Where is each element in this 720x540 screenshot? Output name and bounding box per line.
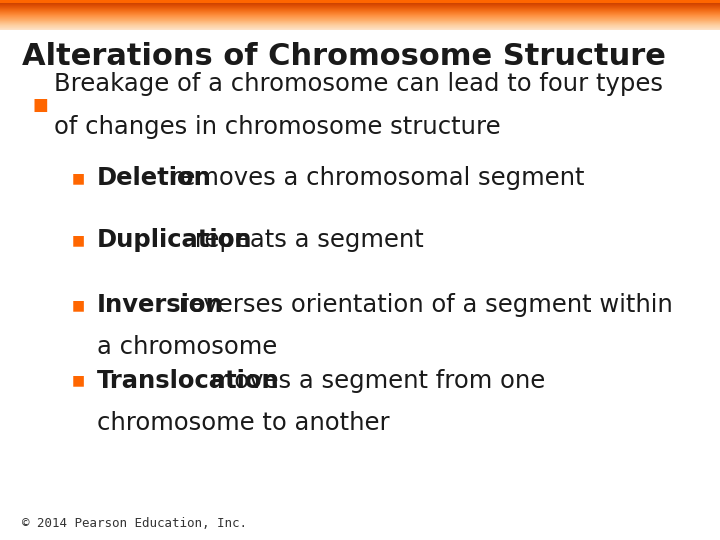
Text: ■: ■ <box>72 298 85 312</box>
Text: Inversion: Inversion <box>97 293 224 317</box>
FancyBboxPatch shape <box>0 0 720 3</box>
Text: repeats a segment: repeats a segment <box>187 228 424 252</box>
Text: of changes in chromosome structure: of changes in chromosome structure <box>54 115 500 139</box>
Text: Breakage of a chromosome can lead to four types: Breakage of a chromosome can lead to fou… <box>54 72 663 96</box>
Text: reverses orientation of a segment within: reverses orientation of a segment within <box>171 293 672 317</box>
Text: Deletion: Deletion <box>97 166 212 190</box>
Text: ■: ■ <box>72 374 85 388</box>
Text: Duplication: Duplication <box>97 228 253 252</box>
Text: ■: ■ <box>72 233 85 247</box>
Text: © 2014 Pearson Education, Inc.: © 2014 Pearson Education, Inc. <box>22 517 246 530</box>
Text: removes a chromosomal segment: removes a chromosomal segment <box>163 166 584 190</box>
Text: Alterations of Chromosome Structure: Alterations of Chromosome Structure <box>22 42 665 71</box>
Text: moves a segment from one: moves a segment from one <box>203 369 546 393</box>
Text: a chromosome: a chromosome <box>97 335 277 359</box>
Text: ■: ■ <box>32 96 48 114</box>
Text: ■: ■ <box>72 171 85 185</box>
Text: Translocation: Translocation <box>97 369 280 393</box>
Text: chromosome to another: chromosome to another <box>97 411 390 435</box>
